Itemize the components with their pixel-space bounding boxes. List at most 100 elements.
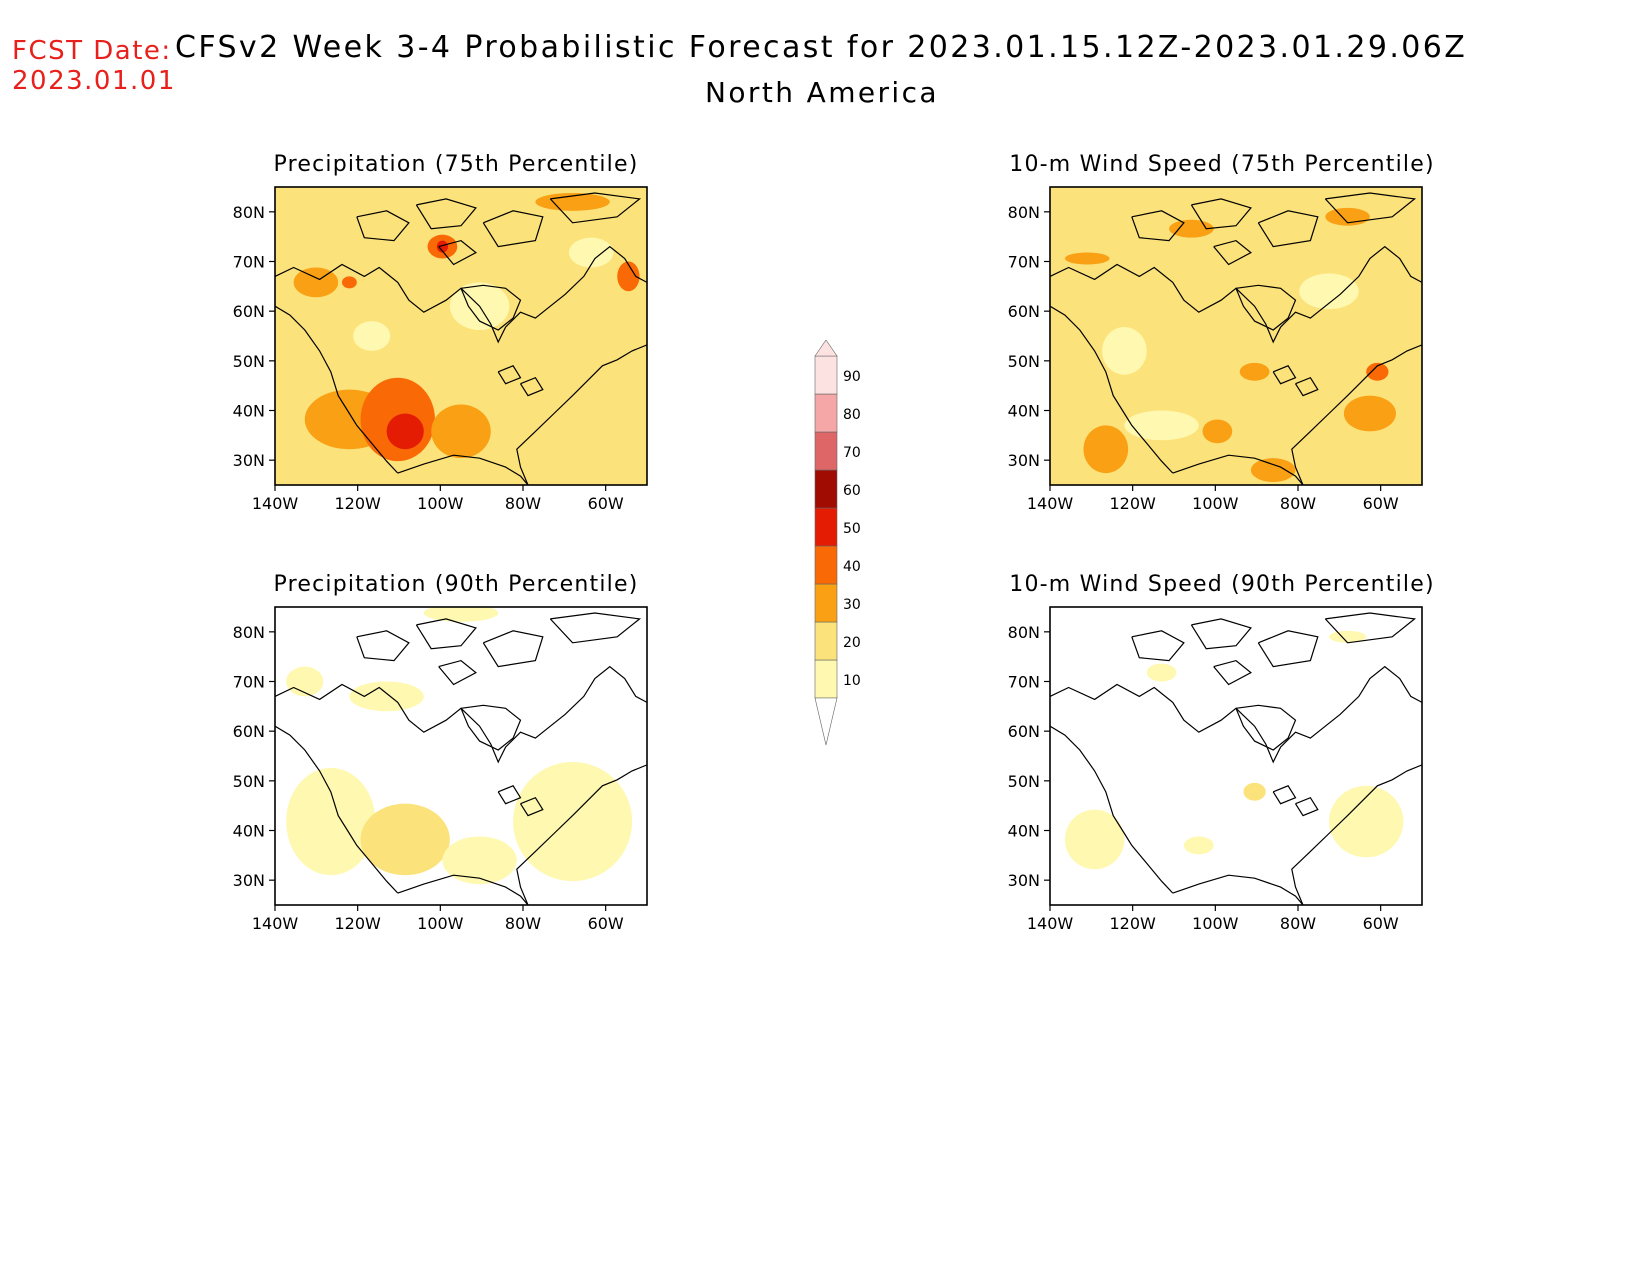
probability-shading	[1343, 395, 1396, 432]
probability-shading	[286, 666, 324, 697]
atlantic-coastline	[516, 344, 647, 485]
arctic-island-outline	[415, 198, 477, 230]
lat-tick-label: 80N	[233, 203, 265, 222]
lon-tick-label: 100W	[417, 914, 464, 933]
probability-shading	[341, 276, 357, 289]
panel-title-precip90: Precipitation (90th Percentile)	[273, 572, 639, 597]
lon-tick-label: 80W	[1280, 494, 1316, 513]
lon-tick-label: 120W	[334, 494, 381, 513]
great-lake-outline	[497, 365, 522, 385]
arctic-island-outline	[482, 630, 544, 668]
lat-tick-label: 40N	[1008, 822, 1040, 841]
colorbar-level-label: 90	[843, 369, 861, 385]
pacific-coastline	[275, 305, 399, 474]
lat-tick-label: 50N	[1008, 352, 1040, 371]
lon-tick-label: 140W	[252, 914, 299, 933]
lat-tick-label: 40N	[233, 822, 265, 841]
hudson-bay-outline	[1235, 704, 1297, 751]
probability-shading	[1250, 458, 1296, 483]
probability-shading	[442, 836, 517, 885]
probability-shading	[360, 803, 450, 876]
arctic-island-outline	[1257, 210, 1319, 248]
colorbar-bin	[814, 355, 838, 395]
wind90-map: 80N 70N 60N 50N 40N 30N 140W 120W 100W 80W 60W	[1008, 606, 1423, 933]
lon-tick-label: 80W	[1280, 914, 1316, 933]
arctic-coastline	[1050, 665, 1422, 764]
great-lake-outline	[1272, 785, 1297, 805]
lat-tick-label: 30N	[233, 451, 265, 470]
lon-tick-label: 80W	[505, 494, 541, 513]
arctic-island-outline	[1257, 630, 1319, 668]
atlantic-coastline	[516, 764, 647, 905]
lon-tick-label: 60W	[588, 494, 624, 513]
arctic-island-outline	[1324, 192, 1417, 224]
probability-shading	[1299, 273, 1359, 310]
arctic-island-outline	[482, 210, 544, 248]
precip75-map: 80N 70N 60N 50N 40N 30N 140W 120W 100W 80W 60W	[233, 186, 648, 513]
lon-tick-label: 140W	[1027, 914, 1074, 933]
wind75-map: 80N 70N 60N 50N 40N 30N 140W 120W 100W 80W 60W	[1008, 186, 1423, 513]
map-frame	[274, 606, 648, 906]
lon-tick-label: 120W	[1109, 494, 1156, 513]
lon-tick-label: 80W	[505, 914, 541, 933]
colorbar-bin	[814, 583, 838, 623]
gulf-coastline	[1172, 454, 1304, 485]
arctic-island-outline	[1131, 630, 1185, 662]
lat-tick-label: 40N	[233, 402, 265, 421]
arctic-island-outline	[415, 618, 477, 650]
probability-shading	[1329, 630, 1367, 643]
arctic-island-outline	[438, 659, 477, 686]
lat-tick-label: 30N	[1008, 871, 1040, 890]
arctic-island-outline	[1190, 618, 1252, 650]
probability-shading	[349, 681, 424, 712]
great-lake-outline	[519, 376, 544, 397]
arctic-island-outline	[1190, 198, 1252, 230]
lon-tick-label: 120W	[1109, 914, 1156, 933]
lon-tick-label: 140W	[1027, 494, 1074, 513]
probability-shading	[1083, 425, 1129, 474]
precip90-map: 80N 70N 60N 50N 40N 30N 140W 120W 100W 80W 60W	[233, 606, 648, 933]
arctic-island-outline	[356, 630, 410, 662]
hudson-bay-outline	[460, 704, 522, 751]
probability-shading	[1243, 782, 1266, 801]
gulf-coastline	[1172, 874, 1304, 905]
colorbar-level-label: 30	[843, 597, 861, 613]
probability-shading	[1366, 362, 1389, 381]
atlantic-coastline	[1291, 344, 1422, 485]
hudson-bay-outline	[1235, 284, 1297, 331]
lon-tick-label: 120W	[334, 914, 381, 933]
probability-shading	[1183, 836, 1214, 855]
colorbar-level-label: 50	[843, 521, 861, 537]
arctic-island-outline	[1324, 612, 1417, 644]
arctic-island-outline	[1213, 659, 1252, 686]
probability-shading	[535, 192, 610, 211]
probability-shading	[1124, 410, 1199, 441]
colorbar-bin	[814, 431, 838, 471]
panel-title-precip75: Precipitation (75th Percentile)	[273, 152, 639, 177]
pacific-coastline	[1050, 725, 1174, 894]
probability-shading	[1202, 419, 1233, 444]
page-subtitle: North America	[705, 76, 939, 109]
probability-shading	[423, 607, 499, 622]
lat-tick-label: 50N	[1008, 772, 1040, 791]
lon-tick-label: 60W	[1363, 914, 1399, 933]
lat-tick-label: 40N	[1008, 402, 1040, 421]
page-title: CFSv2 Week 3-4 Probabilistic Forecast fo…	[175, 30, 1468, 65]
colorbar-level-label: 20	[843, 635, 861, 651]
lat-tick-label: 70N	[233, 253, 265, 272]
probability-shading	[568, 237, 614, 268]
probability-colorbar: 10 20 30 40 50 60 70 80 90	[814, 340, 861, 746]
lat-tick-label: 30N	[1008, 451, 1040, 470]
arctic-island-outline	[1213, 239, 1252, 266]
probability-shading	[436, 240, 448, 253]
panel-title-wind90: 10-m Wind Speed (90th Percentile)	[1009, 572, 1435, 597]
gulf-coastline	[397, 454, 529, 485]
colorbar-bin	[814, 621, 838, 661]
probability-shading	[353, 321, 391, 351]
lon-tick-label: 100W	[1192, 914, 1239, 933]
hudson-bay-outline	[460, 284, 522, 331]
colorbar-bin	[814, 659, 838, 699]
lat-tick-label: 80N	[1008, 203, 1040, 222]
colorbar-level-label: 70	[843, 445, 861, 461]
fcst-date-label: FCST Date:	[12, 36, 172, 66]
